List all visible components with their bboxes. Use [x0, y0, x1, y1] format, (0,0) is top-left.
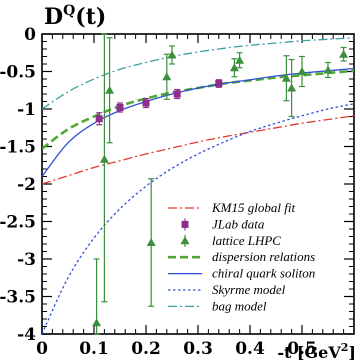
legend-swatch: [181, 220, 189, 228]
x-tick-label: 0.5: [287, 339, 317, 359]
lattice-point: [323, 65, 333, 74]
y-tick-label: -4: [17, 325, 36, 345]
lattice-point: [235, 55, 245, 64]
y-tick-label: -2: [17, 175, 36, 195]
jlab-point: [215, 80, 223, 87]
title-arg: (t): [75, 4, 106, 30]
legend-label: KM15 global fit: [211, 200, 295, 215]
x-tick-label: 0.4: [235, 339, 265, 359]
legend-swatch: [180, 236, 190, 245]
series-line-4: [42, 37, 354, 110]
y-tick-label: 0: [24, 25, 36, 45]
legend-label: bag model: [212, 298, 267, 313]
xlabel-suffix: ]: [348, 343, 356, 362]
legend-label: chiral quark soliton: [212, 266, 315, 281]
jlab-point: [142, 99, 150, 107]
plot-border: [41, 33, 355, 335]
tick-labels: 0 0.1 0.2 0.3 0.4 0.5 0 -0.5 -1 -1.5 -2 -2.5 -3 -3.5 -…: [0, 25, 317, 359]
title-sup: Q: [63, 3, 75, 19]
series-line-0: [42, 115, 354, 185]
xlabel-prefix: -t [GeV: [277, 343, 341, 362]
lattice-point: [146, 238, 156, 246]
y-tick-label: -1.5: [0, 138, 36, 158]
svg-text:-t [GeV2]: -t [GeV2]: [277, 341, 356, 362]
lattice-point: [92, 318, 102, 327]
lattice-point: [99, 154, 109, 163]
plot-frame: [41, 33, 355, 335]
lattice-point: [281, 73, 291, 82]
series-line-3: [42, 103, 354, 334]
legend-label: lattice LHPC: [212, 233, 281, 248]
data-points: [92, 33, 349, 335]
x-axis-label: -t [GeV2]: [277, 341, 356, 362]
x-tick-label: 0.1: [79, 339, 109, 359]
lattice-point: [339, 49, 349, 58]
lattice-point: [167, 50, 177, 59]
x-tick-label: 0.3: [183, 339, 213, 359]
x-tick-label: 0: [36, 339, 48, 359]
y-tick-label: -1: [17, 100, 36, 120]
series-line-1: [42, 69, 354, 150]
lattice-point: [297, 67, 307, 75]
y-tick-label: -0.5: [0, 63, 36, 83]
legend-label: Skyrme model: [212, 282, 286, 297]
lattice-point: [229, 63, 239, 72]
title-main: D: [44, 4, 63, 30]
y-tick-label: -2.5: [0, 213, 36, 233]
chart-title: DQ(t): [44, 3, 106, 30]
jlab-point: [173, 90, 181, 98]
axis-ticks: [41, 33, 354, 335]
x-tick-label: 0.2: [131, 339, 161, 359]
lattice-point: [287, 83, 297, 92]
y-tick-label: -3.5: [0, 288, 36, 308]
y-tick-label: -3: [17, 250, 36, 270]
lattice-point: [105, 85, 115, 94]
jlab-point: [116, 104, 124, 111]
xlabel-sup: 2: [341, 341, 349, 354]
legend-label: JLab data: [212, 216, 265, 231]
legend-label: dispersion relations: [212, 249, 315, 264]
svg-text:DQ(t): DQ(t): [44, 3, 106, 30]
lattice-point: [162, 72, 172, 81]
jlab-point: [95, 115, 103, 123]
